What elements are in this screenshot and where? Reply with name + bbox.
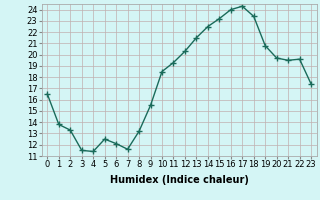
X-axis label: Humidex (Indice chaleur): Humidex (Indice chaleur) [110, 175, 249, 185]
